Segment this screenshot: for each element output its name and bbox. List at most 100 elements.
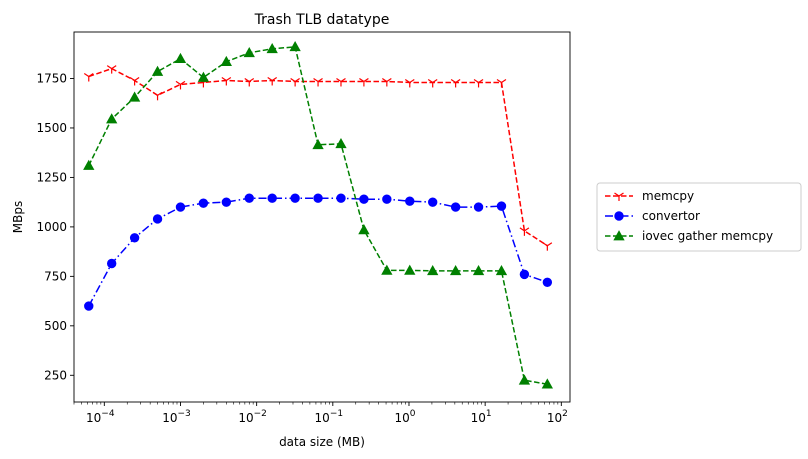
data-point — [313, 193, 323, 203]
data-point — [427, 78, 438, 88]
marker-stroke — [313, 77, 319, 82]
data-point — [244, 77, 255, 87]
marker-stroke — [83, 73, 90, 78]
data-point — [405, 196, 415, 206]
x-tick-label: 102 — [547, 409, 568, 425]
marker-stroke — [524, 227, 530, 232]
data-point — [220, 55, 232, 67]
marker-stroke — [432, 78, 438, 83]
x-axis-label: data size (MB) — [279, 435, 365, 449]
data-point — [152, 214, 163, 224]
series-convertor — [84, 193, 553, 311]
data-point — [175, 80, 186, 90]
data-point — [404, 264, 416, 275]
marker-stroke — [152, 91, 158, 96]
data-point — [151, 65, 164, 76]
legend: memcpy convertor iovec gather memcpy — [596, 182, 802, 252]
marker-stroke — [542, 242, 548, 247]
legend-label: iovec gather memcpy — [642, 229, 773, 243]
data-point — [312, 138, 324, 150]
data-point — [128, 91, 141, 102]
marker-stroke — [111, 65, 117, 70]
data-point — [542, 242, 553, 251]
marker-stroke — [271, 76, 278, 81]
data-point — [382, 194, 392, 204]
series-iovec-gather-memcpy — [83, 41, 553, 389]
marker-stroke — [519, 227, 525, 232]
data-point — [290, 77, 300, 87]
x-tick-label: 10−3 — [162, 409, 191, 425]
marker-stroke — [88, 73, 94, 78]
data-point — [129, 233, 140, 243]
data-point — [336, 77, 346, 87]
x-tick-label: 10−2 — [238, 409, 267, 425]
data-point — [473, 78, 484, 88]
marker-stroke — [157, 91, 163, 96]
data-point — [519, 269, 530, 280]
data-point — [359, 194, 369, 204]
marker-stroke — [248, 77, 255, 82]
y-tick-label: 1000 — [36, 220, 67, 234]
data-point — [267, 76, 278, 86]
marker-stroke — [129, 76, 135, 81]
chart-title: Trash TLB datatype — [254, 12, 390, 28]
data-point — [449, 264, 462, 276]
data-point — [496, 78, 507, 88]
marker-stroke — [501, 78, 507, 83]
data-point — [289, 41, 301, 52]
data-point — [175, 202, 186, 212]
plot-area — [83, 41, 553, 389]
data-point — [84, 301, 94, 311]
marker-stroke — [134, 76, 140, 81]
marker-stroke — [473, 78, 479, 83]
data-point — [335, 137, 347, 149]
data-point — [404, 78, 415, 88]
y-tick-label: 250 — [44, 368, 67, 382]
marker-stroke — [180, 80, 186, 85]
marker-stroke — [496, 78, 502, 83]
y-tick-label: 1750 — [36, 71, 67, 85]
x-tick-label: 100 — [394, 409, 415, 425]
marker-stroke — [382, 77, 388, 82]
data-point — [244, 193, 254, 203]
series-memcpy — [83, 65, 553, 251]
marker-stroke — [614, 192, 620, 197]
marker-stroke — [409, 78, 415, 83]
data-point — [427, 264, 439, 276]
data-point — [267, 193, 277, 203]
data-point — [313, 77, 323, 87]
marker-stroke — [404, 78, 411, 83]
data-point — [106, 258, 117, 269]
data-point — [450, 202, 461, 212]
data-point — [221, 197, 232, 207]
marker-stroke — [106, 65, 113, 70]
data-point — [129, 76, 140, 86]
x-tick-label: 10−4 — [86, 409, 115, 425]
data-point — [336, 193, 346, 203]
data-point — [290, 193, 300, 203]
data-point — [359, 77, 369, 87]
data-point — [83, 73, 94, 82]
marker-stroke — [386, 77, 392, 82]
data-point — [106, 113, 118, 124]
data-point — [358, 224, 370, 235]
y-tick-label: 750 — [44, 269, 67, 283]
legend-label: convertor — [642, 209, 700, 223]
data-point — [542, 277, 553, 287]
y-tick-label: 1250 — [36, 170, 67, 184]
marker-stroke — [359, 77, 365, 82]
marker-stroke — [175, 80, 181, 85]
series-line — [88, 197, 548, 307]
y-tick-label: 500 — [44, 319, 67, 333]
marker-stroke — [340, 77, 346, 82]
legend-label: memcpy — [642, 189, 694, 203]
data-point — [197, 71, 210, 82]
data-point — [614, 192, 624, 201]
data-point — [519, 227, 530, 236]
data-point — [427, 197, 438, 207]
legend-item: iovec gather memcpy — [605, 229, 773, 243]
plot-frame — [73, 31, 571, 403]
marker-stroke — [478, 78, 484, 83]
axes: 250 500 750 1000 1250 1500 1750 10−4 10−3 10−2 10−… — [36, 31, 571, 425]
